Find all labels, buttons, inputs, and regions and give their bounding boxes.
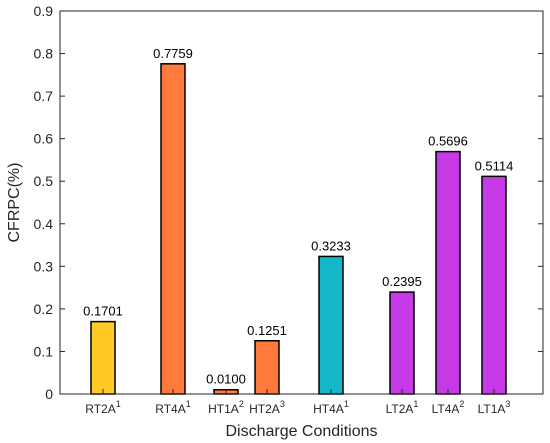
y-tick-label: 0.3	[34, 258, 54, 274]
data-label-lt2a: 0.2395	[382, 274, 422, 289]
bar-ht2a	[254, 340, 280, 395]
y-tick-label: 0.9	[34, 3, 54, 19]
y-tick-label: 0.2	[34, 301, 54, 317]
y-tick-label: 0	[45, 386, 53, 402]
x-category-label-lt4a: LT4A2	[432, 399, 465, 416]
y-tick-label: 0.4	[34, 216, 54, 232]
x-axis-category-labels: RT2A1 RT4A1 HT1A2 HT2A3 HT4A1 LT2A1 LT4A2 LT1A3	[85, 389, 510, 416]
y-tick-label: 0.5	[34, 173, 54, 189]
bars-group: 0.1701 0.7759 0.0100 0.1251 0.3233 0.2395 0.56…	[83, 46, 514, 395]
bar-rt2a	[90, 320, 116, 395]
x-category-label-rt4a: RT4A1	[155, 399, 190, 416]
data-label-ht2a: 0.1251	[247, 323, 287, 338]
data-label-rt4a: 0.7759	[153, 46, 193, 61]
x-category-label-lt2a: LT2A1	[386, 399, 419, 416]
bar-lt1a	[481, 175, 507, 395]
bar-ht4a	[318, 255, 344, 395]
y-tick-label: 0.6	[34, 131, 54, 147]
data-label-lt4a: 0.5696	[428, 134, 468, 149]
y-tick-label: 0.1	[34, 343, 54, 359]
data-label-rt2a: 0.1701	[83, 304, 123, 319]
x-axis-title: Discharge Conditions	[225, 423, 377, 440]
data-label-ht1a: 0.0100	[206, 372, 246, 387]
data-label-ht4a: 0.3233	[311, 238, 351, 253]
x-category-label-ht4a: HT4A1	[313, 399, 349, 416]
x-category-label-ht1a: HT1A2	[208, 399, 244, 416]
plot-area-frame	[59, 10, 544, 395]
y-tick-label: 0.8	[34, 46, 54, 62]
y-axis-ticks: 0 0.1 0.2 0.3 0.4 0.5 0.6 0.7 0.8 0.9	[34, 3, 543, 402]
data-label-lt1a: 0.5114	[475, 158, 514, 173]
bar-lt2a	[389, 291, 415, 395]
x-category-label-rt2a: RT2A1	[85, 399, 120, 416]
bar-lt4a	[435, 150, 461, 395]
y-tick-label: 0.7	[34, 88, 54, 104]
y-axis-title: CFRPC(%)	[6, 163, 23, 243]
x-category-label-ht2a: HT2A3	[249, 399, 285, 416]
bar-rt4a	[160, 63, 186, 395]
x-category-label-lt1a: LT1A3	[478, 399, 511, 416]
